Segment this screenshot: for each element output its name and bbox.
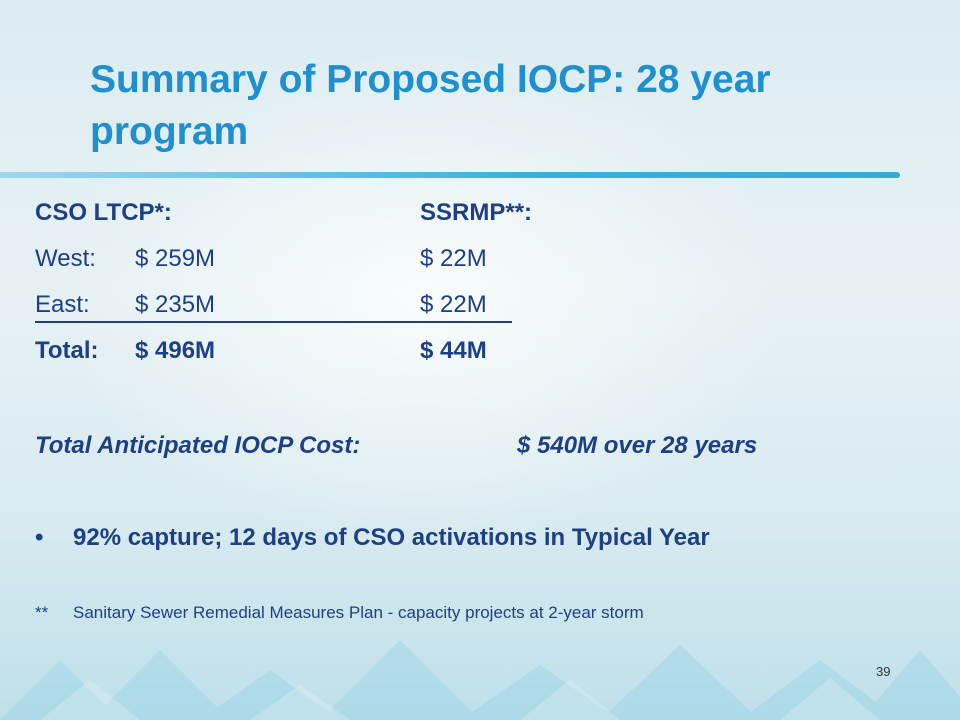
decorative-diamond-pattern — [0, 640, 960, 720]
footnote-mark: ** — [35, 603, 49, 622]
total-anticipated-value: $ 540M over 28 years — [517, 432, 758, 459]
bullet-icon: • — [35, 524, 44, 551]
footnote-text: Sanitary Sewer Remedial Measures Plan - … — [73, 603, 644, 622]
slide-title: Summary of Proposed IOCP: 28 year progra… — [90, 58, 771, 153]
row-cso-value: $ 259M — [135, 245, 216, 272]
bullet-text: 92% capture; 12 days of CSO activations … — [73, 524, 710, 551]
row-cso-value: $ 235M — [135, 291, 216, 318]
header-ssrmp: SSRMP**: — [420, 199, 533, 226]
row-ssrmp-value: $ 22M — [420, 291, 487, 318]
page-number: 39 — [876, 664, 891, 679]
table-row-east: East: $ 235M $ 22M — [35, 291, 512, 323]
row-label: East: — [35, 291, 90, 318]
row-label: West: — [35, 245, 96, 272]
total-anticipated-label: Total Anticipated IOCP Cost: — [35, 432, 361, 459]
row-ssrmp-value: $ 44M — [420, 337, 487, 364]
title-underline-rule — [0, 172, 900, 178]
row-ssrmp-value: $ 22M — [420, 245, 487, 272]
row-cso-value: $ 496M — [135, 337, 216, 364]
total-anticipated-cost: Total Anticipated IOCP Cost: $ 540M over… — [35, 432, 757, 460]
row-label: Total: — [35, 337, 99, 364]
header-cso-ltcp: CSO LTCP*: — [35, 199, 172, 226]
